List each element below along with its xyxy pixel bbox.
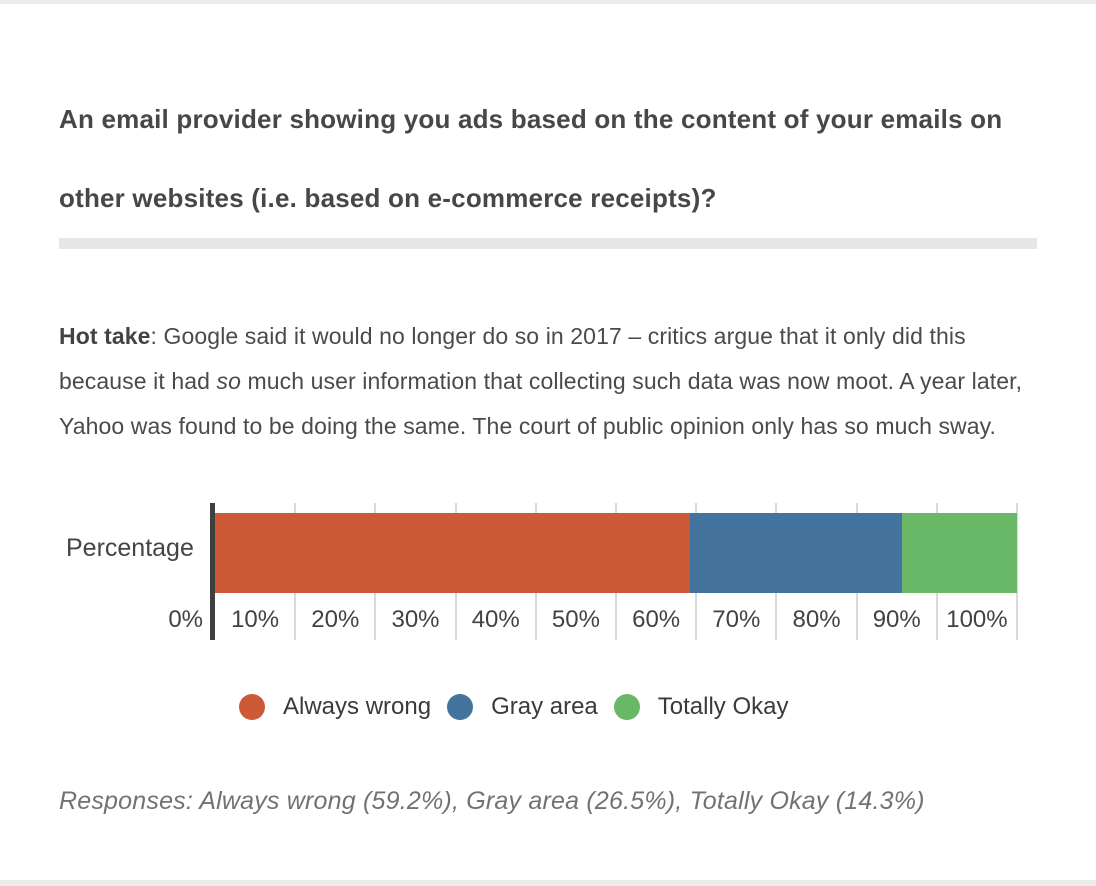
x-tick-label-0: 0%	[168, 605, 203, 633]
legend-swatch-icon-always-wrong	[239, 693, 265, 720]
x-tick-label-100: 100%	[946, 605, 1008, 633]
legend-swatch-icon-totally-okay	[613, 693, 640, 720]
legend-item-totally-okay[interactable]: Totally Okay	[613, 692, 789, 721]
page-background-top-strip	[0, 0, 1096, 4]
chart-legend: Always wrong Gray area Totally Okay	[239, 693, 1037, 720]
x-tick-label-80: 80%	[792, 605, 841, 633]
responses-note: Responses: Always wrong (59.2%), Gray ar…	[59, 787, 925, 815]
chart-plot-area	[215, 503, 1017, 593]
hot-take-text-2: much user information that collecting su…	[59, 368, 1023, 439]
x-tick-label-50: 50%	[551, 605, 600, 633]
x-tick-label-10: 10%	[231, 605, 280, 633]
x-tick-label-30: 30%	[391, 605, 440, 633]
x-tick-label-90: 90%	[872, 605, 921, 633]
hot-take-label: Hot take	[59, 323, 151, 349]
legend-swatch-icon-gray-area	[447, 693, 474, 720]
legend-label-totally-okay: Totally Okay	[657, 692, 789, 720]
legend-label-gray-area: Gray area	[491, 692, 598, 720]
x-tick-label-60: 60%	[632, 605, 681, 633]
x-tick-label-20: 20%	[311, 605, 360, 633]
y-axis-line	[210, 503, 215, 640]
bar-segment-totally-okay	[902, 513, 1017, 593]
stacked-bar	[215, 513, 1017, 593]
bar-segment-always-wrong	[215, 513, 690, 593]
chart-axis-row: 0% 10% 20% 30% 40% 50% 60% 70% 80% 90% 100%	[59, 593, 1017, 640]
y-axis-label: Percentage	[66, 533, 194, 562]
x-tick-labels: 10% 20% 30% 40% 50% 60% 70% 80% 90% 100%	[215, 593, 1017, 640]
hot-take-text-1: : Google said it would no longer do so i…	[59, 323, 966, 394]
stacked-bar-chart: Percentage 0% 10% 20% 30% 40% 50% 60% 70% 80% 90…	[59, 503, 1018, 640]
legend-item-always-wrong[interactable]: Always wrong	[239, 693, 431, 721]
legend-label-always-wrong: Always wrong	[283, 692, 432, 720]
hot-take-italic-word: so	[216, 368, 242, 394]
legend-item-gray-area[interactable]: Gray area	[447, 693, 598, 721]
x-tick-label-40: 40%	[471, 605, 520, 633]
gridline-100	[1016, 503, 1018, 640]
page-background-bottom-strip	[0, 880, 1096, 886]
content-card: An email provider showing you ads based …	[0, 4, 1096, 880]
section-divider	[59, 238, 1037, 249]
bar-segment-gray-area	[689, 513, 903, 593]
chart-plot-row: Percentage	[59, 503, 1017, 593]
question-heading: An email provider showing you ads based …	[59, 104, 1003, 213]
hot-take-paragraph: Hot take: Google said it would no longer…	[59, 314, 1037, 449]
x-tick-label-70: 70%	[712, 605, 761, 633]
